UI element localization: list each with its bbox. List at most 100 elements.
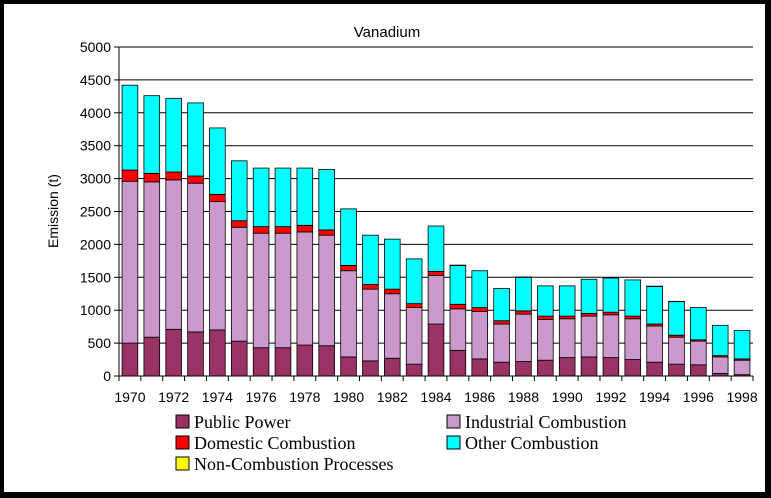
bar-segment (711, 324, 729, 357)
bar-segment (602, 314, 620, 358)
x-tick-label: 1996 (683, 389, 714, 405)
bar-segment (230, 160, 248, 222)
bar-segment (558, 357, 576, 377)
bar-segment (187, 182, 204, 333)
bar-segment (143, 172, 161, 183)
legend-label: Domestic Combustion (194, 433, 356, 453)
bar-segment (515, 361, 532, 377)
x-tick-label: 1970 (114, 389, 145, 405)
bar-segment (318, 229, 335, 236)
x-tick-label: 1992 (595, 389, 626, 405)
y-tick-label: 2000 (80, 236, 111, 252)
bar-segment (427, 225, 445, 272)
bar-segment (449, 308, 467, 351)
bar-segment (121, 84, 139, 171)
bar-segment (296, 224, 314, 233)
bar-segment (362, 288, 379, 362)
bar-segment (537, 315, 554, 320)
legend-label: Public Power (194, 412, 291, 432)
bar-segment (274, 226, 292, 234)
legend-swatch (175, 414, 190, 429)
bar-segment (624, 359, 642, 377)
bar-segment (209, 193, 226, 203)
bar-segment (493, 361, 510, 377)
bar-segment (646, 286, 663, 325)
bar-segment (143, 95, 161, 174)
bar-segment (733, 330, 751, 360)
chart-frame: Vanadium Emission (t) 0 500 1000 1500 2000 25… (3, 3, 766, 493)
bar-segment (121, 180, 139, 344)
y-tick-label: 3500 (80, 138, 111, 154)
legend-swatch (446, 435, 461, 450)
bar-segment (602, 277, 620, 313)
x-tick-label: 1984 (420, 389, 451, 405)
bar-segment (252, 167, 270, 228)
axes (118, 47, 754, 381)
bar-segment (449, 349, 467, 377)
bar-segment (384, 293, 401, 359)
bar-segment (252, 347, 270, 377)
bar-segment (733, 359, 751, 376)
y-tick-label: 4000 (80, 105, 111, 121)
bar-segment (580, 315, 598, 358)
bar-segment (121, 342, 139, 377)
bar-segment (318, 345, 335, 377)
bar-segment (143, 181, 161, 338)
bar-segment (493, 320, 510, 325)
bar-segment (471, 311, 488, 360)
bar-segment (558, 318, 576, 358)
bar-segment (471, 270, 488, 308)
bar-segment (537, 359, 554, 377)
y-tick-label: 1500 (80, 269, 111, 285)
bar-segment (558, 285, 576, 317)
bar-segment (624, 279, 642, 317)
bar-segment (296, 231, 314, 346)
bar-segment (362, 284, 379, 290)
x-tick-label: 1988 (508, 389, 539, 405)
legend-label: Other Combustion (465, 433, 599, 453)
bar-segment (493, 288, 510, 322)
x-tick-label: 1972 (158, 389, 189, 405)
bar-segment (646, 361, 663, 377)
y-tick-label: 0 (103, 368, 111, 384)
bar-segment (690, 364, 707, 377)
legend-swatch (175, 456, 190, 471)
bar-segment (515, 276, 532, 312)
bar-segment (230, 340, 248, 377)
bar-segment (252, 232, 270, 349)
bar-segment (405, 258, 423, 305)
bar-segment (515, 310, 532, 315)
bar-segment (318, 234, 335, 347)
bar-segment (340, 270, 357, 358)
bar-segment (427, 274, 445, 325)
bar-segment (471, 358, 488, 377)
bar-segment (187, 175, 204, 184)
bar-segment (537, 319, 554, 361)
bar-segment (493, 323, 510, 363)
x-tick-label: 1990 (552, 389, 583, 405)
bar-segment (384, 238, 401, 290)
bar-segment (340, 208, 357, 266)
legend-swatch (446, 414, 461, 429)
bar-segment (690, 340, 707, 366)
bar-segment (209, 127, 226, 195)
x-tick-label: 1978 (289, 389, 320, 405)
bar-segment (646, 325, 663, 363)
bar-segment (427, 323, 445, 377)
bar-segment (668, 301, 685, 336)
bar-segment (230, 226, 248, 342)
bar-segment (471, 307, 488, 312)
legend-label: Industrial Combustion (465, 412, 627, 432)
bar-segment (165, 328, 182, 377)
bar-segment (274, 167, 292, 228)
bar-segment (165, 97, 182, 173)
x-tick-label: 1976 (246, 389, 277, 405)
bar-segment (274, 232, 292, 349)
bar-segment (274, 347, 292, 377)
bar-segment (340, 356, 357, 377)
bar-segment (405, 363, 423, 377)
x-tick-label: 1974 (202, 389, 233, 405)
bar-segment (449, 265, 467, 305)
bar-segment (405, 303, 423, 308)
bar-segment (362, 234, 379, 285)
